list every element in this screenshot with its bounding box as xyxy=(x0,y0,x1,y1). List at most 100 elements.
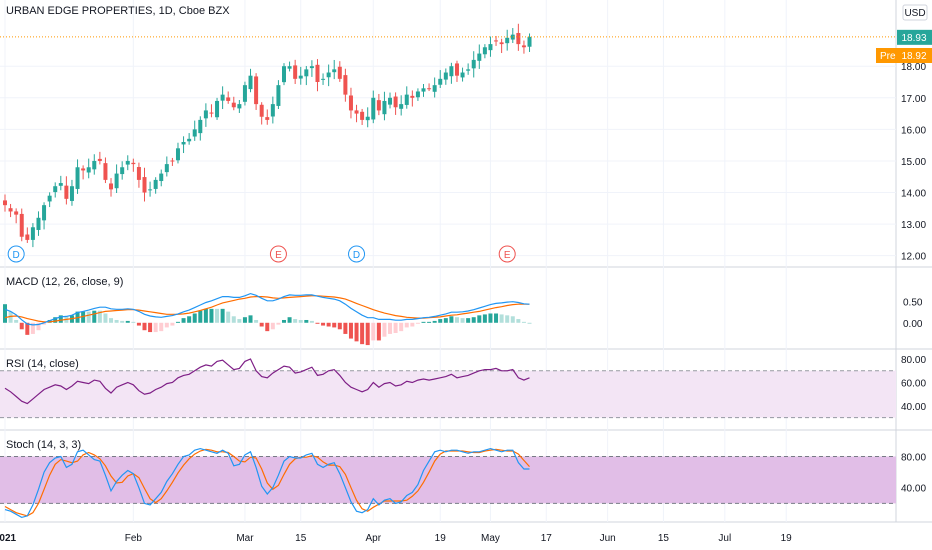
price-pane[interactable] xyxy=(0,23,896,248)
candle-body xyxy=(488,44,493,51)
price-tick: 16.00 xyxy=(901,125,926,136)
candle-body xyxy=(259,104,264,117)
rsi-pane[interactable] xyxy=(4,358,530,405)
candle-body xyxy=(53,186,58,193)
candle-body xyxy=(170,160,175,162)
candle-body xyxy=(443,72,448,80)
last-price-value: 18.93 xyxy=(901,33,926,44)
macd-pane[interactable] xyxy=(3,292,532,346)
macd-histogram-bar xyxy=(220,308,225,323)
candle-body xyxy=(42,205,47,221)
macd-histogram-bar xyxy=(510,316,515,323)
candle-body xyxy=(527,36,532,47)
stoch-pane[interactable] xyxy=(4,447,530,519)
macd-histogram-bar xyxy=(86,311,91,323)
macd-histogram-bar xyxy=(187,316,192,323)
candle-body xyxy=(482,47,487,55)
candle-body xyxy=(404,94,409,105)
macd-histogram-bar xyxy=(432,320,437,323)
time-label: 19 xyxy=(435,533,447,544)
candle-body xyxy=(326,72,331,78)
rsi-tick: 40.00 xyxy=(901,402,926,413)
macd-histogram-bar xyxy=(477,315,482,323)
candle-body xyxy=(198,119,203,134)
price-scale[interactable]: 12.00 13.00 14.00 15.00 16.00 17.00 18.00 0.50 0… xyxy=(901,62,926,495)
macd-histogram-bar xyxy=(388,322,393,334)
macd-histogram-bar xyxy=(399,322,404,332)
macd-histogram-bar xyxy=(103,313,108,323)
stoch-label: Stoch (14, 3, 3) xyxy=(6,439,81,451)
time-label: 19 xyxy=(781,533,793,544)
macd-histogram-bar xyxy=(125,320,130,323)
candle-body xyxy=(30,227,35,240)
macd-histogram-bar xyxy=(494,313,499,323)
macd-histogram-bar xyxy=(438,319,443,323)
macd-histogram-bar xyxy=(153,322,158,333)
stoch-d-line xyxy=(4,448,530,517)
candle-body xyxy=(81,168,86,171)
macd-histogram-bar xyxy=(421,321,426,323)
macd-histogram-bar xyxy=(293,319,298,323)
candle-body xyxy=(354,110,359,114)
macd-line xyxy=(4,292,530,326)
candle-body xyxy=(399,104,404,109)
macd-histogram-bar xyxy=(265,322,270,332)
macd-histogram-bar xyxy=(471,317,476,323)
candle-body xyxy=(248,75,253,90)
time-label: Feb xyxy=(125,533,143,544)
dividend-marker xyxy=(7,245,25,263)
candle-body xyxy=(505,37,510,44)
candle-body xyxy=(365,116,370,121)
macd-histogram-bar xyxy=(427,321,432,323)
candle-body xyxy=(471,59,476,69)
time-label: 17 xyxy=(541,533,553,544)
macd-histogram-bar xyxy=(42,322,47,325)
candle-body xyxy=(109,183,114,190)
macd-histogram-bar xyxy=(454,317,459,323)
macd-histogram-bar xyxy=(58,315,63,323)
candle-body xyxy=(337,66,342,79)
candle-body xyxy=(242,85,247,102)
macd-histogram-bar xyxy=(120,320,125,323)
candle-body xyxy=(187,138,192,142)
macd-histogram-bar xyxy=(321,322,326,326)
candle-body xyxy=(231,102,236,108)
macd-histogram-bar xyxy=(287,317,292,323)
macd-histogram-bar xyxy=(488,313,493,323)
dividend-marker-letter: D xyxy=(353,250,360,261)
candle-body xyxy=(14,211,19,215)
candle-body xyxy=(466,69,471,71)
currency-button[interactable]: USD xyxy=(902,4,928,21)
macd-histogram-bar xyxy=(354,322,359,342)
candle-body xyxy=(494,40,499,42)
price-tick: 18.00 xyxy=(901,62,926,73)
candle-body xyxy=(3,200,7,206)
candle-body xyxy=(148,189,153,191)
macd-histogram-bar xyxy=(360,322,365,345)
macd-histogram-bar xyxy=(192,313,197,323)
macd-histogram-bar xyxy=(209,308,214,323)
earnings-marker-letter: E xyxy=(275,250,282,261)
macd-histogram-bar xyxy=(14,319,19,323)
macd-histogram-bar xyxy=(175,321,180,323)
macd-histogram-bar xyxy=(521,321,526,323)
candle-body xyxy=(19,213,24,237)
macd-histogram-bar xyxy=(215,308,220,323)
price-tick: 13.00 xyxy=(901,220,926,231)
macd-histogram-bar xyxy=(276,322,281,325)
macd-histogram-bar xyxy=(248,315,253,323)
candle-body xyxy=(69,186,74,201)
candle-body xyxy=(220,94,225,101)
time-axis[interactable]: 2021 Feb Mar 15 Apr 19 May 17 Jun 15 Jul 19 xyxy=(0,533,792,544)
earnings-marker xyxy=(269,245,287,263)
candle-body xyxy=(8,208,13,212)
macd-histogram-bar xyxy=(309,320,314,323)
macd-tick: 0.50 xyxy=(903,298,923,309)
pre-price-tag xyxy=(876,48,932,63)
candle-body xyxy=(142,177,147,193)
candle-body xyxy=(388,97,393,105)
rsi-band xyxy=(0,370,896,418)
symbol-title: URBAN EDGE PROPERTIES, 1D, Cboe BZX xyxy=(6,5,230,17)
